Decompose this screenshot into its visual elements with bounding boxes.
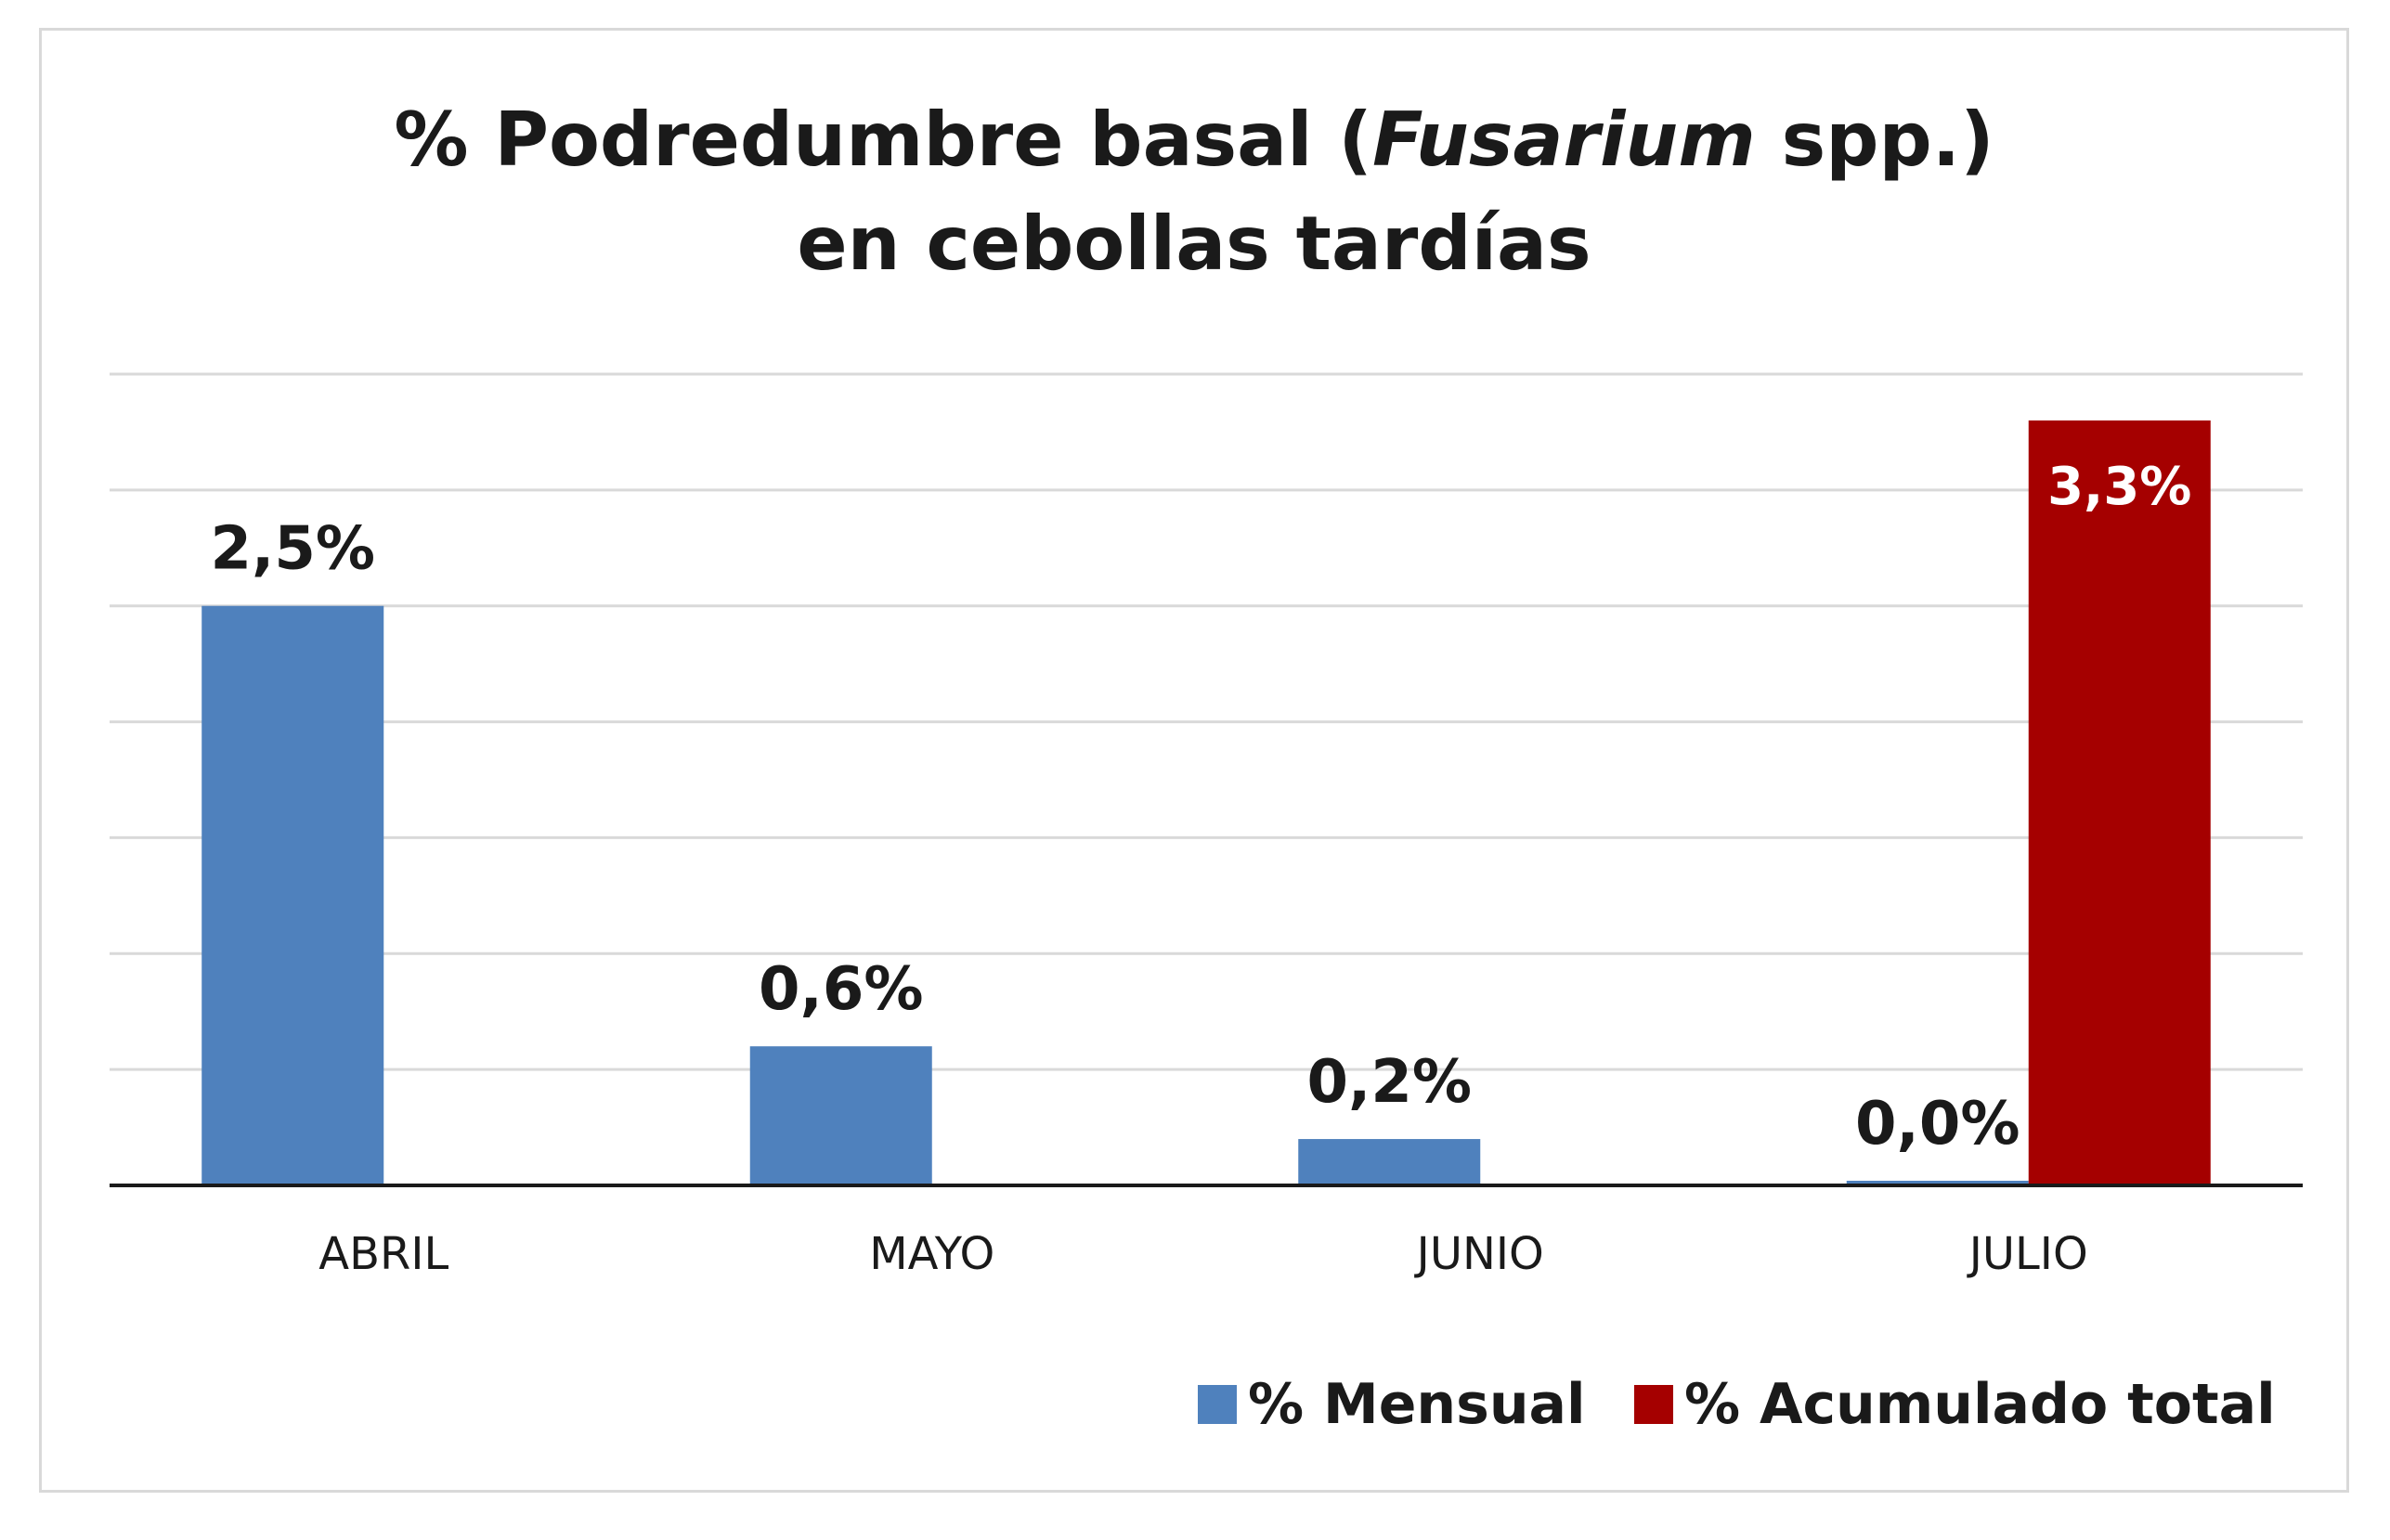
data-label: 3,3%	[2047, 457, 2191, 517]
legend-label-acumulado: % Acumulado total	[1684, 1372, 2276, 1437]
x-tick-label: MAYO	[869, 1228, 994, 1280]
data-label: 0,0%	[1855, 1090, 2020, 1158]
bar	[201, 605, 384, 1185]
legend-swatch-acumulado	[1634, 1385, 1673, 1424]
bar	[1846, 1181, 2029, 1185]
bar	[2028, 420, 2211, 1185]
data-label: 0,6%	[759, 955, 924, 1024]
legend-item-mensual: % Mensual	[1198, 1372, 1586, 1437]
legend-item-acumulado: % Acumulado total	[1634, 1372, 2276, 1437]
bar	[1298, 1139, 1481, 1185]
title-italic: Fusarium	[1371, 97, 1756, 183]
legend-swatch-mensual	[1198, 1385, 1237, 1424]
chart-title: % Podredumbre basal (Fusarium spp.) en c…	[39, 88, 2349, 296]
data-label: 0,2%	[1307, 1048, 1473, 1117]
data-label: 2,5%	[211, 515, 376, 584]
chart-frame	[39, 28, 2349, 1493]
title-line1: % Podredumbre basal (Fusarium spp.)	[394, 97, 1994, 183]
x-tick-label: ABRIL	[318, 1228, 448, 1280]
x-tick-label: JUNIO	[1414, 1228, 1544, 1280]
bar	[749, 1046, 932, 1185]
title-line2: en cebollas tardías	[797, 201, 1591, 287]
legend-label-mensual: % Mensual	[1248, 1372, 1586, 1437]
x-tick-label: JULIO	[1967, 1228, 2088, 1280]
